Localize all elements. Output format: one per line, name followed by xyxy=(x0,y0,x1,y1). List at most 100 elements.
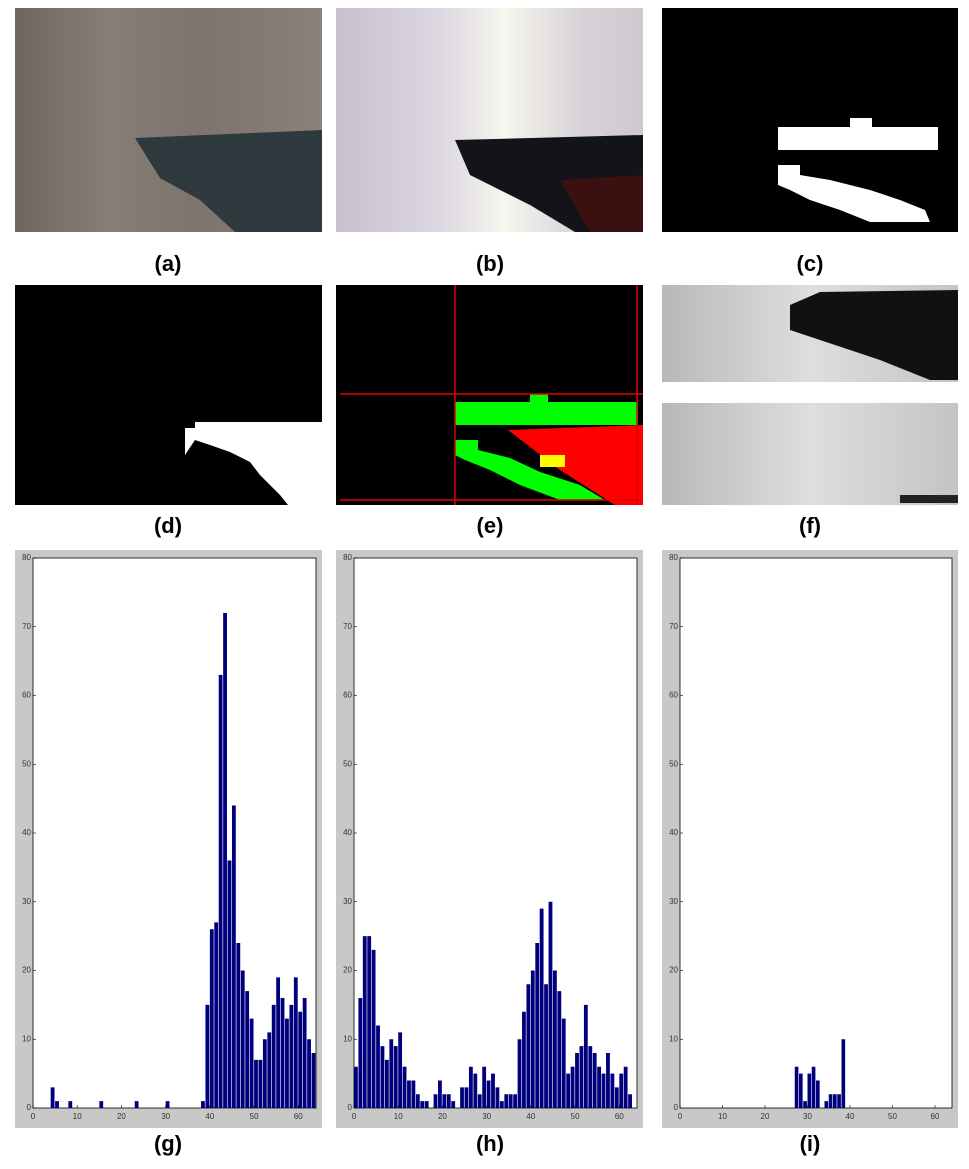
bar xyxy=(433,1094,438,1108)
y-tick-label: 20 xyxy=(22,966,31,975)
y-tick-label: 10 xyxy=(343,1034,352,1043)
bar xyxy=(579,1046,584,1108)
image-b xyxy=(336,8,643,232)
bar xyxy=(302,998,307,1108)
bar xyxy=(482,1066,487,1108)
bar xyxy=(539,908,544,1108)
panel-label: (b) xyxy=(476,251,504,276)
panel-labels: (a) (b) (c) (d) (e) (f) (g) (h) (i) xyxy=(154,251,823,1156)
x-tick-label: 50 xyxy=(571,1112,580,1121)
y-tick-label: 80 xyxy=(343,553,352,562)
x-tick-label: 40 xyxy=(205,1112,214,1121)
y-tick-label: 40 xyxy=(343,828,352,837)
bar xyxy=(619,1073,624,1108)
panel-label: (a) xyxy=(155,251,182,276)
panel-label: (g) xyxy=(154,1131,182,1156)
bar xyxy=(367,936,372,1108)
x-tick-label: 60 xyxy=(294,1112,303,1121)
bar xyxy=(258,1059,263,1108)
panel-label: (d) xyxy=(154,513,182,538)
bar xyxy=(601,1073,606,1108)
bar xyxy=(807,1073,812,1108)
bar xyxy=(446,1094,451,1108)
bar xyxy=(824,1101,829,1108)
bar xyxy=(464,1087,469,1108)
x-tick-label: 20 xyxy=(761,1112,770,1121)
plot-area xyxy=(679,557,953,1109)
bar xyxy=(535,943,540,1108)
bar xyxy=(794,1066,799,1108)
y-tick-label: 60 xyxy=(669,691,678,700)
histograms: 0 10 20 30 40 50 60 70 80 0 10 20 30 40 50 60 0 10 20 30 40 5… xyxy=(15,550,958,1128)
bar xyxy=(628,1094,632,1108)
y-tick-label: 30 xyxy=(22,897,31,906)
bar xyxy=(402,1066,407,1108)
bar xyxy=(393,1046,398,1108)
y-tick-label: 80 xyxy=(669,553,678,562)
bar xyxy=(557,991,562,1108)
bar xyxy=(362,936,367,1108)
bar xyxy=(358,998,363,1108)
bar xyxy=(411,1080,416,1108)
bar xyxy=(50,1087,55,1108)
bar xyxy=(561,1018,566,1108)
bar xyxy=(438,1080,442,1108)
bar xyxy=(424,1101,429,1108)
bar xyxy=(606,1053,610,1108)
bar xyxy=(811,1066,816,1108)
y-tick-label: 60 xyxy=(343,691,352,700)
y-tick-label: 0 xyxy=(27,1103,32,1112)
bar xyxy=(799,1073,803,1108)
bar xyxy=(491,1073,495,1108)
bar xyxy=(227,860,232,1108)
y-tick-label: 10 xyxy=(22,1034,31,1043)
x-tick-label: 30 xyxy=(161,1112,170,1121)
bar xyxy=(526,984,531,1108)
x-tick-label: 60 xyxy=(615,1112,624,1121)
bar xyxy=(522,1011,526,1108)
y-tick-label: 50 xyxy=(22,759,31,768)
bar xyxy=(245,991,250,1108)
bar xyxy=(240,970,245,1108)
bar xyxy=(473,1073,478,1108)
bar xyxy=(495,1087,500,1108)
histogram: 0 10 20 30 40 50 60 70 80 0 10 20 30 40 50 60 xyxy=(662,550,958,1128)
bar xyxy=(205,1004,210,1108)
bar xyxy=(508,1094,513,1108)
bar xyxy=(610,1073,615,1108)
y-tick-label: 70 xyxy=(343,622,352,631)
bar xyxy=(499,1101,504,1108)
image-e xyxy=(336,285,643,505)
bar xyxy=(280,998,285,1108)
x-tick-label: 0 xyxy=(678,1112,683,1121)
x-tick-label: 50 xyxy=(888,1112,897,1121)
bar xyxy=(504,1094,509,1108)
bar xyxy=(376,1025,380,1108)
x-tick-label: 50 xyxy=(250,1112,259,1121)
y-tick-label: 30 xyxy=(343,897,352,906)
bar xyxy=(68,1101,73,1108)
x-tick-label: 20 xyxy=(117,1112,126,1121)
y-tick-label: 50 xyxy=(343,759,352,768)
bar xyxy=(575,1053,579,1108)
bar xyxy=(588,1046,593,1108)
y-tick-label: 80 xyxy=(22,553,31,562)
y-tick-label: 10 xyxy=(669,1034,678,1043)
plot-area xyxy=(353,557,638,1109)
bar xyxy=(614,1087,619,1108)
bar xyxy=(285,1018,289,1108)
bar xyxy=(570,1066,575,1108)
bar xyxy=(262,1039,267,1108)
panel-label: (f) xyxy=(799,513,821,538)
x-tick-label: 0 xyxy=(352,1112,357,1121)
bar xyxy=(468,1066,473,1108)
image-a xyxy=(15,8,322,232)
bar xyxy=(566,1073,571,1108)
bar xyxy=(276,977,281,1108)
bar xyxy=(816,1080,820,1108)
bar xyxy=(398,1032,403,1108)
x-tick-label: 40 xyxy=(846,1112,855,1121)
bar xyxy=(389,1039,394,1108)
bar xyxy=(354,1066,358,1108)
